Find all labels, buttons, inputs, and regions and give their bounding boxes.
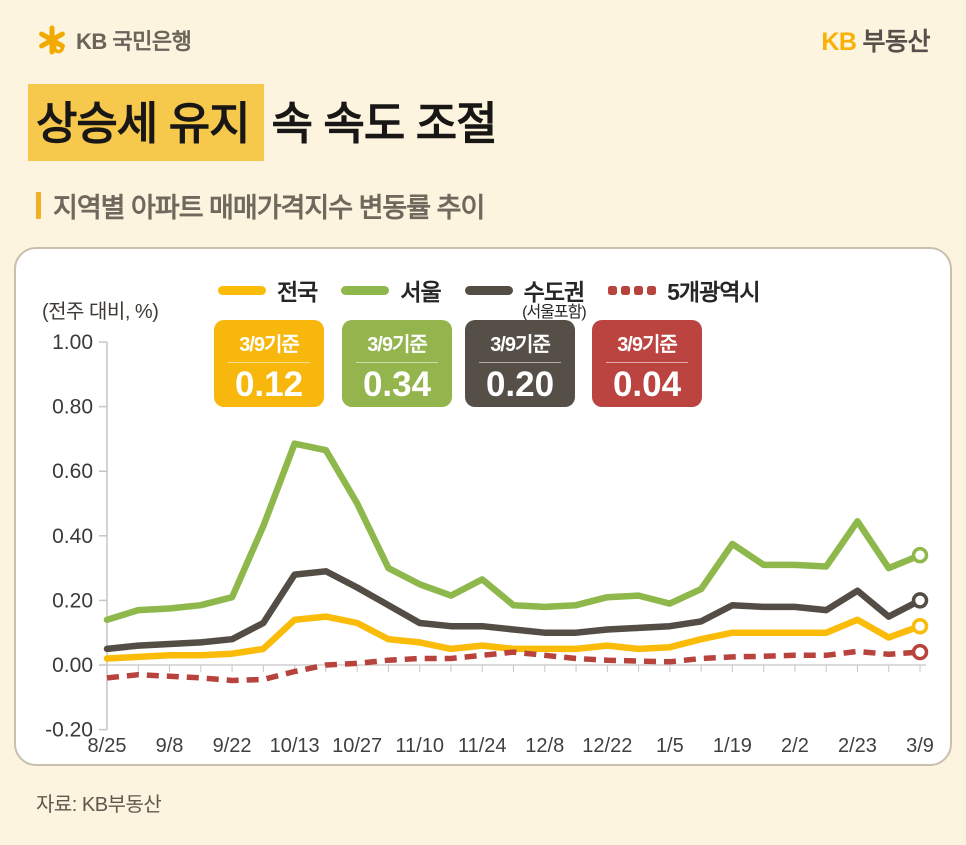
legend-label-nationwide: 전국: [277, 279, 318, 305]
header-bar: KB 국민은행 KB 부동산: [36, 22, 930, 58]
series-endpoint-marker-2: [911, 592, 929, 609]
y-tick-label: 0.20: [52, 589, 93, 612]
metro-line-swatch: [464, 285, 513, 295]
latest-value-badge-nationwide: 3/9기준 0.12: [214, 320, 324, 407]
legend-item-seoul: 서울: [341, 273, 442, 307]
x-tick-label: 10/13: [270, 735, 320, 757]
badge-divider: [606, 362, 688, 363]
badge-date-label: 3/9기준: [490, 334, 551, 356]
x-tick-label: 11/10: [395, 735, 444, 757]
badge-divider: [356, 362, 438, 363]
latest-value-badge-metro: 3/9기준 0.20: [465, 320, 575, 407]
badge-value: 0.20: [485, 365, 555, 404]
badge-date-label: 3/9기준: [239, 334, 300, 356]
x-tick-label: 10/27: [332, 735, 382, 757]
series-line-3: [106, 648, 921, 684]
x-tick-label: 2/23: [838, 735, 877, 757]
badge-divider: [228, 362, 310, 363]
series-line-1: [103, 440, 924, 624]
legend-label-metro-text: 수도권: [523, 279, 585, 305]
kb-realestate-logo: KB 부동산: [821, 22, 930, 58]
chart-legend: 전국 서울 수도권 (서울포함) 5개광역시: [218, 273, 761, 321]
section-subtitle: 지역별 아파트 매매가격지수 변동률 추이: [36, 186, 485, 225]
chart-panel: (전주 대비, %) 전국 서울 수도권 (서울포함) 5개광역시: [14, 247, 952, 766]
latest-value-badge-five-cities: 3/9기준 0.04: [592, 320, 702, 407]
legend-label-seoul: 서울: [400, 279, 441, 305]
five-cities-dashed-swatch: [608, 285, 657, 295]
badge-value: 0.12: [234, 365, 304, 404]
kb-star-icon: [39, 25, 65, 55]
subtitle-text: 지역별 아파트 매매가격지수 변동률 추이: [53, 193, 485, 223]
legend-item-nationwide: 전국: [218, 273, 318, 307]
legend-item-metro: 수도권 (서울포함): [464, 273, 587, 321]
series-endpoint-marker-1: [911, 546, 929, 564]
badge-date-label: 3/9기준: [617, 334, 678, 356]
source-text: 자료: KB부동산: [36, 794, 162, 816]
x-tick-label: 9/22: [213, 735, 252, 757]
x-tick-label: 1/19: [713, 735, 752, 757]
brand-kb: KB: [821, 28, 857, 56]
series-endpoint-marker-0: [911, 617, 929, 635]
legend-label-five-cities: 5개광역시: [667, 279, 760, 305]
x-tick-label: 8/25: [88, 735, 127, 757]
nationwide-line-swatch: [218, 285, 266, 295]
x-tick-label: 11/24: [458, 735, 507, 757]
line-chart: 1.00 0.80 0.60 0.40 0.20 0.00 -0.208/25 9/8 9/22…: [45, 331, 934, 757]
legend-sublabel-metro: (서울포함): [522, 304, 587, 321]
badge-divider: [479, 362, 561, 363]
x-tick-label: 12/22: [582, 735, 632, 757]
y-tick-label: -0.20: [45, 719, 93, 742]
chart-unit-label: (전주 대비, %): [42, 301, 159, 323]
y-tick-label: 0.60: [52, 460, 93, 483]
seoul-line-swatch: [341, 285, 390, 295]
series-line-0: [103, 613, 924, 662]
badge-value: 0.34: [362, 365, 432, 404]
x-tick-label: 3/9: [906, 735, 934, 757]
brand-site: 부동산: [862, 28, 930, 56]
bank-logo-text: KB 국민은행: [76, 29, 192, 54]
series-line-2: [103, 568, 924, 653]
x-tick-label: 12/8: [525, 735, 564, 757]
x-tick-label: 2/2: [781, 735, 809, 757]
title-highlight: 상승세 유지: [28, 84, 264, 161]
title-rest: 속 속도 조절: [271, 98, 498, 149]
y-tick-label: 0.40: [52, 525, 93, 548]
y-tick-label: 0.80: [52, 396, 93, 419]
page-title: 상승세 유지 속 속도 조절: [28, 84, 498, 161]
y-tick-label: 0.00: [52, 654, 93, 677]
legend-item-five-cities: 5개광역시: [608, 273, 761, 307]
x-tick-label: 9/8: [156, 735, 184, 757]
badge-date-label: 3/9기준: [367, 334, 428, 356]
subtitle-bar: [36, 192, 41, 219]
kb-bank-logo: KB 국민은행: [36, 24, 192, 56]
series-endpoint-marker-3: [911, 643, 929, 661]
legend-label-metro: 수도권 (서울포함): [522, 273, 587, 321]
latest-value-badge-seoul: 3/9기준 0.34: [342, 320, 452, 407]
y-tick-label: 1.00: [52, 331, 93, 354]
badge-value: 0.04: [612, 365, 682, 404]
x-tick-label: 1/5: [656, 735, 684, 757]
